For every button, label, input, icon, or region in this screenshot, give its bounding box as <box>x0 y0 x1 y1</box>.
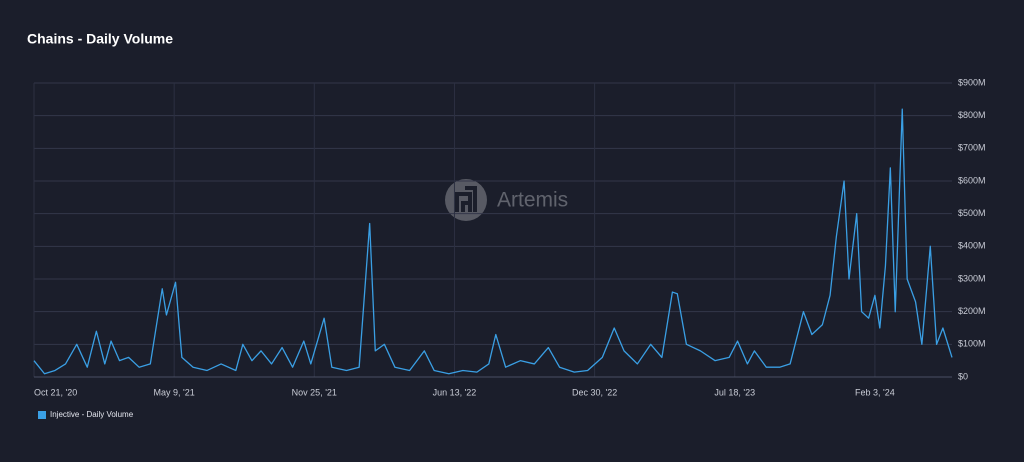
y-tick-label: $200M <box>958 306 986 316</box>
y-tick-label: $700M <box>958 143 986 153</box>
y-tick-label: $0 <box>958 371 968 381</box>
plot <box>33 108 953 375</box>
x-tick-label: Jul 18, '23 <box>714 387 755 397</box>
chart-title: Chains - Daily Volume <box>27 31 173 47</box>
watermark-logo <box>445 179 487 221</box>
watermark-glyph <box>455 186 477 212</box>
x-tick-label: May 9, '21 <box>154 387 195 397</box>
x-tick-label: Dec 30, '22 <box>572 387 617 397</box>
y-tick-label: $600M <box>958 175 986 185</box>
axes: $0 $100M $200M $300M $400M $500M $600M $700M $80… <box>34 77 986 397</box>
y-tick-label: $100M <box>958 339 986 349</box>
x-tick-label: Feb 3, '24 <box>855 387 895 397</box>
y-tick-label: $400M <box>958 241 986 251</box>
watermark-text: Artemis <box>497 189 568 212</box>
x-tick-label: Nov 25, '21 <box>292 387 337 397</box>
legend: Injective - Daily Volume <box>38 410 134 419</box>
y-tick-label: $800M <box>958 110 986 120</box>
x-tick-label: Oct 21, '20 <box>34 387 77 397</box>
y-tick-label: $500M <box>958 208 986 218</box>
line-series <box>33 108 953 375</box>
y-tick-label: $300M <box>958 273 986 283</box>
legend-swatch <box>38 411 46 419</box>
y-tick-label: $900M <box>958 77 986 87</box>
watermark: Artemis <box>445 179 568 221</box>
legend-label: Injective - Daily Volume <box>50 410 134 419</box>
x-tick-label: Jun 13, '22 <box>433 387 477 397</box>
